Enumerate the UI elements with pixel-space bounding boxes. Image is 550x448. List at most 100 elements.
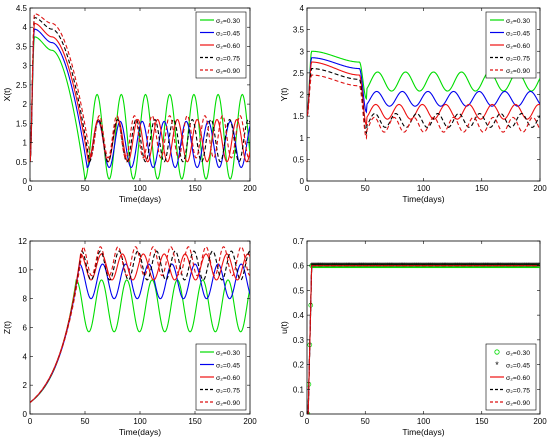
x-tick-label: 150 xyxy=(475,184,489,193)
x-tick-label: 100 xyxy=(133,417,147,426)
legend: σ₂=0.30 σ₂=0.45 σ₂=0.60 σ₂=0.75 σ₂=0.90 xyxy=(195,343,247,411)
series-group xyxy=(307,50,540,140)
panel-3: 0 50 100 150 200 0 2 4 6 8 10 12 Time(days) Z(t) σ₂=0.… xyxy=(2,237,257,437)
legend-label: σ₂=0.45 xyxy=(506,362,530,369)
series-line xyxy=(307,265,540,414)
legend-marker: * xyxy=(495,360,499,370)
y-tick-label: 0.5 xyxy=(293,286,305,295)
x-tick-label: 100 xyxy=(417,184,431,193)
y-tick-label: 3.5 xyxy=(16,42,28,51)
y-tick-label: 0.5 xyxy=(16,158,28,167)
y-tick-label: 1 xyxy=(300,134,305,143)
x-tick-label: 200 xyxy=(533,417,547,426)
panel-4: ****************************************… xyxy=(279,237,547,437)
legend-label: σ₂=0.75 xyxy=(216,55,240,62)
legend-label: σ₂=0.75 xyxy=(216,387,240,394)
legend-label: σ₂=0.90 xyxy=(216,68,240,75)
x-tick-label: 200 xyxy=(243,184,257,193)
x-tick-label: 150 xyxy=(188,184,202,193)
y-tick-label: 2 xyxy=(23,381,28,390)
legend: σ₂=0.30 σ₂=0.45 σ₂=0.60 σ₂=0.75 σ₂=0.90 xyxy=(485,11,537,79)
x-tick-label: 200 xyxy=(533,184,547,193)
legend-label: σ₂=0.45 xyxy=(216,362,240,369)
x-tick-label: 0 xyxy=(28,184,33,193)
x-axis-label: Time(days) xyxy=(402,427,444,437)
y-tick-label: 0 xyxy=(300,177,305,186)
panel-2: 0 50 100 150 200 0 0.5 1 1.5 2 2.5 3 3.5 4 Time(days) Y… xyxy=(279,4,547,204)
y-tick-label: 4 xyxy=(23,23,28,32)
y-axis-label: X(t) xyxy=(2,87,12,101)
legend-label: σ₂=0.60 xyxy=(506,375,530,382)
y-tick-label: 8 xyxy=(23,295,28,304)
x-tick-label: 50 xyxy=(361,417,370,426)
legend-label: σ₂=0.30 xyxy=(506,350,530,357)
y-tick-label: 0.1 xyxy=(293,385,305,394)
legend-label: σ₂=0.30 xyxy=(506,18,530,25)
legend-label: σ₂=0.60 xyxy=(216,43,240,50)
x-axis-label: Time(days) xyxy=(402,194,444,204)
legend: σ₂=0.30 σ₂=0.45 σ₂=0.60 σ₂=0.75 σ₂=0.90 xyxy=(195,11,247,79)
x-tick-label: 150 xyxy=(475,417,489,426)
x-tick-label: 0 xyxy=(305,417,310,426)
y-tick-label: 0.7 xyxy=(293,237,305,246)
x-tick-label: 50 xyxy=(361,184,370,193)
y-axis-label: Y(t) xyxy=(279,87,289,101)
series-line xyxy=(307,50,540,117)
x-tick-label: 50 xyxy=(81,417,90,426)
series-line xyxy=(30,13,250,162)
legend-label: σ₂=0.45 xyxy=(216,30,240,37)
legend-label: σ₂=0.30 xyxy=(216,350,240,357)
y-tick-label: 2 xyxy=(300,91,305,100)
y-tick-label: 2 xyxy=(23,100,28,109)
y-tick-label: 3 xyxy=(23,62,28,71)
y-axis-label: Z(t) xyxy=(2,321,12,334)
y-tick-label: 12 xyxy=(18,237,27,246)
y-axis-label: u(t) xyxy=(279,321,289,334)
y-tick-label: 1.5 xyxy=(293,112,305,121)
y-tick-label: 1 xyxy=(23,139,28,148)
x-axis-label: Time(days) xyxy=(119,427,161,437)
y-tick-label: 6 xyxy=(23,324,28,333)
y-tick-label: 3.5 xyxy=(293,26,305,35)
legend: σ₂=0.30 * σ₂=0.45 σ₂=0.60 σ₂=0.75 σ₂=0.90 xyxy=(485,343,537,411)
series-group: ****************************************… xyxy=(307,262,540,414)
y-tick-label: 1.5 xyxy=(16,119,28,128)
y-tick-label: 4 xyxy=(23,352,28,361)
x-tick-label: 200 xyxy=(243,417,257,426)
series-line xyxy=(30,245,250,403)
y-tick-label: 2.5 xyxy=(293,69,305,78)
y-tick-label: 0 xyxy=(23,177,28,186)
y-tick-label: 4.5 xyxy=(16,4,28,13)
legend-label: σ₂=0.90 xyxy=(506,68,530,75)
legend-label: σ₂=0.30 xyxy=(216,18,240,25)
x-tick-label: 0 xyxy=(28,417,33,426)
series-line xyxy=(307,57,540,117)
y-tick-label: 3 xyxy=(300,47,305,56)
legend-label: σ₂=0.60 xyxy=(216,375,240,382)
series-line xyxy=(307,61,540,127)
y-tick-label: 0.3 xyxy=(293,336,305,345)
x-tick-label: 50 xyxy=(81,184,90,193)
series-line xyxy=(30,22,250,163)
legend-label: σ₂=0.75 xyxy=(506,55,530,62)
series-group xyxy=(30,13,250,181)
legend-label: σ₂=0.45 xyxy=(506,30,530,37)
x-tick-label: 150 xyxy=(188,417,202,426)
x-tick-label: 100 xyxy=(417,417,431,426)
y-tick-label: 10 xyxy=(18,266,27,275)
legend-box xyxy=(195,343,247,411)
y-tick-label: 0.5 xyxy=(293,155,305,164)
y-tick-label: 0 xyxy=(23,410,28,419)
series-line xyxy=(30,17,250,163)
x-axis-label: Time(days) xyxy=(119,194,161,204)
panel-1: 0 50 100 150 200 0 0.5 1 1.5 2 2.5 3 3.5 4 4.5 Time(day… xyxy=(2,4,257,204)
y-tick-label: 4 xyxy=(300,4,305,13)
x-tick-label: 0 xyxy=(305,184,310,193)
legend-label: σ₂=0.90 xyxy=(216,400,240,407)
legend-label: σ₂=0.90 xyxy=(506,400,530,407)
series-group xyxy=(30,245,250,403)
y-tick-label: 2.5 xyxy=(16,81,28,90)
legend-label: σ₂=0.60 xyxy=(506,43,530,50)
series-line xyxy=(30,36,250,181)
